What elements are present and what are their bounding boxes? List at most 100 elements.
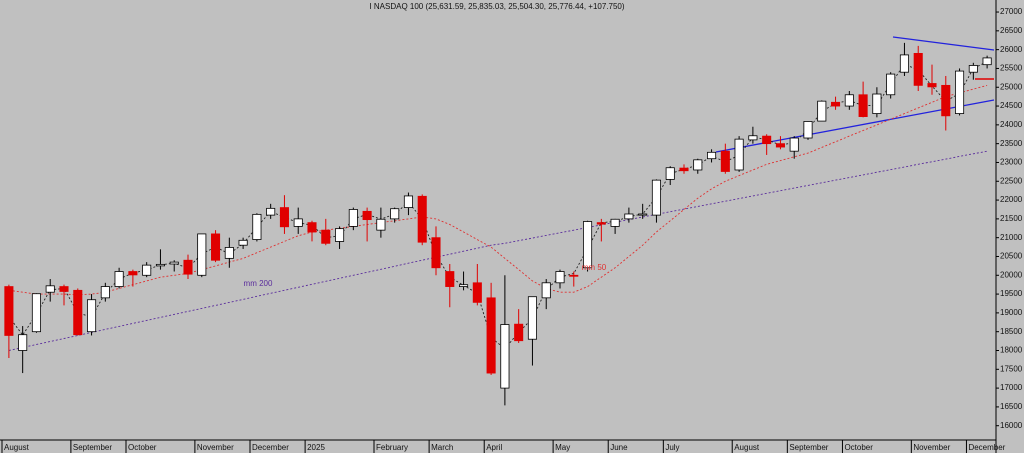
candle-body [87, 299, 97, 333]
candle-body [183, 259, 193, 275]
candle-body [707, 151, 717, 160]
candle-body [459, 284, 469, 287]
y-tick-label: 20500 [1000, 252, 1023, 261]
candle-body [899, 54, 909, 73]
candle-body [73, 289, 83, 336]
candle-body [45, 285, 55, 293]
candle-body [583, 221, 593, 269]
candle-body [445, 271, 455, 287]
x-tick-label: June [610, 443, 628, 452]
candle-body [238, 239, 248, 246]
moving-average [8, 84, 988, 296]
candle-body [831, 101, 841, 107]
x-tick-label: September [789, 443, 828, 452]
candle-body [100, 286, 110, 299]
candle-body [927, 83, 937, 88]
y-tick-label: 26000 [1000, 45, 1023, 54]
candle-body [31, 293, 41, 333]
candle-body [775, 143, 785, 148]
candle-body [817, 100, 827, 122]
candle-body [665, 167, 675, 180]
candle-body [307, 222, 317, 233]
x-tick-label: August [734, 443, 760, 452]
y-tick-label: 17500 [1000, 364, 1023, 373]
candle-body [417, 195, 427, 243]
candle-body [734, 138, 744, 171]
candle-body [59, 286, 69, 292]
candle-body [335, 228, 345, 242]
candle-body [114, 271, 124, 287]
y-tick-label: 16500 [1000, 402, 1023, 411]
x-tick-label: February [376, 443, 408, 452]
candle-body [858, 94, 868, 117]
trend-line [892, 36, 995, 51]
candle-body [142, 264, 152, 276]
candle-body [4, 286, 14, 336]
candle-body [941, 84, 951, 117]
candle-body [569, 274, 579, 277]
y-tick-label: 25000 [1000, 82, 1023, 91]
x-tick-label: October [844, 443, 873, 452]
y-tick-label: 23500 [1000, 139, 1023, 148]
candle-body [293, 218, 303, 227]
candle-body [527, 296, 537, 340]
candle-body [762, 135, 772, 145]
candle-body [211, 233, 221, 261]
candle-body [872, 93, 882, 114]
candle-body [541, 282, 551, 299]
candle-body [348, 209, 358, 227]
y-tick-label: 24000 [1000, 120, 1023, 129]
candle-body [321, 229, 331, 244]
candle-body [197, 233, 207, 276]
candle-body [803, 121, 813, 139]
y-tick-label: 18000 [1000, 346, 1023, 355]
x-tick-label: November [197, 443, 234, 452]
candle-body [968, 65, 978, 73]
y-tick-label: 22000 [1000, 195, 1023, 204]
candle-body [748, 135, 758, 141]
candle-body [555, 271, 565, 284]
candle-body [789, 137, 799, 152]
candle-body [169, 261, 179, 265]
candle-body [279, 207, 289, 228]
y-tick-label: 21000 [1000, 233, 1023, 242]
candle-body [486, 297, 496, 374]
candle-body [155, 263, 165, 267]
y-tick-label: 16000 [1000, 421, 1023, 430]
candle-body [18, 334, 28, 351]
y-tick-label: 26500 [1000, 26, 1023, 35]
chart-title: I NASDAQ 100 (25,631.59, 25,835.03, 25,5… [369, 2, 624, 11]
x-tick-label: April [486, 443, 502, 452]
candle-body [651, 179, 661, 216]
candle-body [252, 213, 262, 240]
y-tick-label: 25500 [1000, 64, 1023, 73]
candle-body [500, 324, 510, 389]
y-tick-label: 19000 [1000, 308, 1023, 317]
y-tick-label: 23000 [1000, 158, 1023, 167]
candle-body [403, 195, 413, 208]
plot: 16000 16500 17000 17500 18000 18500 19000 19500… [1, 7, 1023, 453]
candle-body [955, 70, 965, 114]
x-tick-label: October [128, 443, 157, 452]
x-tick-label: August [4, 443, 30, 452]
y-tick-label: 24500 [1000, 101, 1023, 110]
x-tick-label: November [913, 443, 950, 452]
candle-body [693, 159, 703, 171]
candle-body [472, 282, 482, 303]
candle-body [610, 218, 620, 227]
series-label: mm 200 [244, 279, 273, 288]
x-tick-label: May [555, 443, 570, 452]
y-tick-label: 21500 [1000, 214, 1023, 223]
candle-body [844, 94, 854, 107]
candle-body [720, 150, 730, 172]
x-tick-label: September [73, 443, 112, 452]
candle-body [596, 222, 606, 225]
y-tick-label: 17000 [1000, 383, 1023, 392]
candle-body [266, 207, 276, 216]
x-tick-label: July [665, 443, 679, 452]
candle-body [982, 57, 992, 66]
candle-body [913, 53, 923, 86]
series-label: mm 50 [582, 263, 607, 272]
